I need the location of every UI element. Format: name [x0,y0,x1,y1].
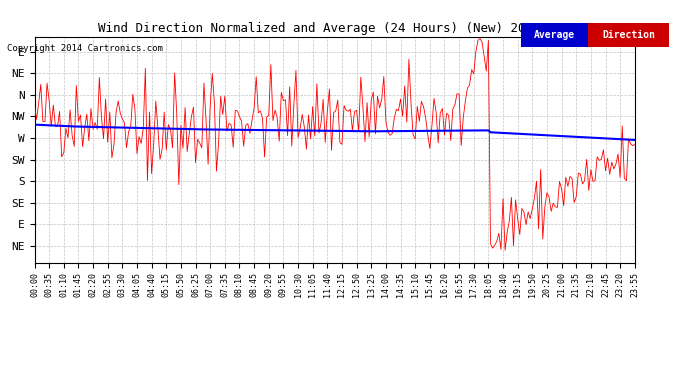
FancyBboxPatch shape [588,22,669,47]
Text: Average: Average [534,30,575,40]
Text: Copyright 2014 Cartronics.com: Copyright 2014 Cartronics.com [7,44,163,52]
FancyBboxPatch shape [521,22,588,47]
Text: Direction: Direction [602,30,655,40]
Title: Wind Direction Normalized and Average (24 Hours) (New) 20140320: Wind Direction Normalized and Average (2… [99,22,571,35]
